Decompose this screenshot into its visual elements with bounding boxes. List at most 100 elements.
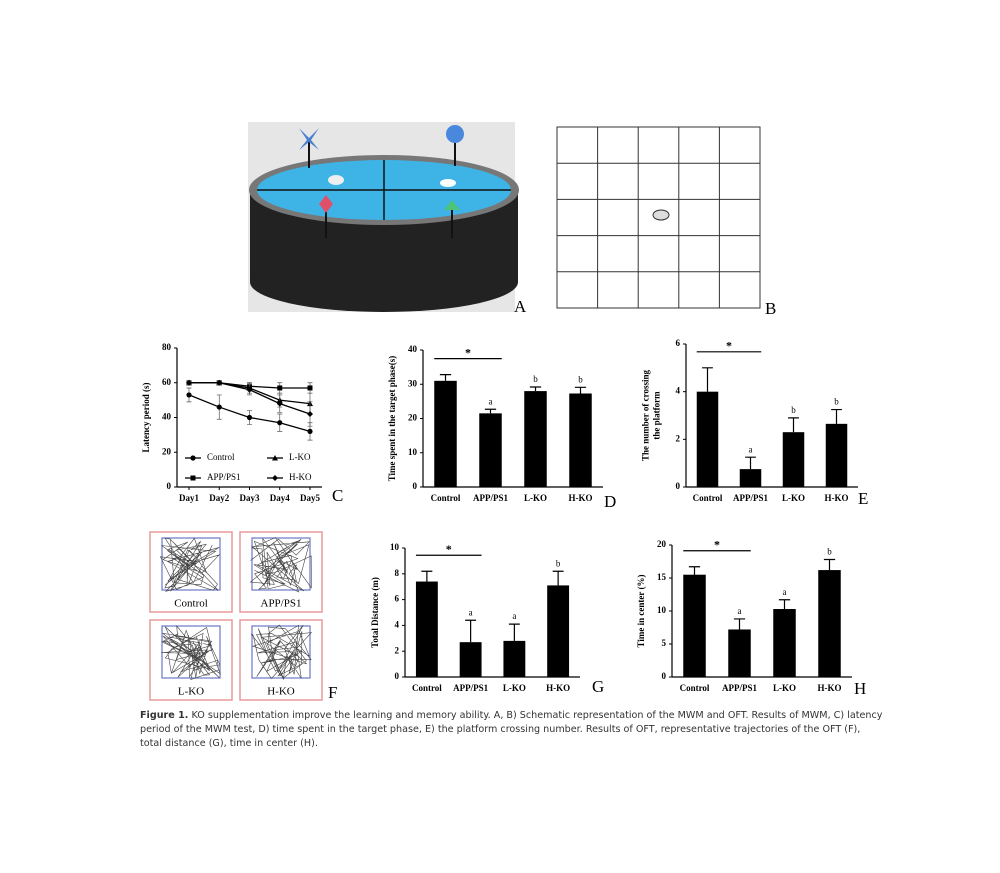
oft-label: L-KO bbox=[178, 686, 204, 698]
y-tick-label: 2 bbox=[395, 645, 400, 655]
x-tick-label: Day1 bbox=[179, 493, 199, 503]
marker bbox=[276, 400, 283, 407]
error-bar bbox=[688, 566, 701, 575]
y-tick-label: 0 bbox=[167, 481, 172, 491]
marker bbox=[186, 379, 192, 386]
bar bbox=[459, 642, 482, 677]
oft-label: H-KO bbox=[267, 686, 295, 698]
arena bbox=[251, 625, 311, 679]
x-tick-label: Day5 bbox=[300, 493, 320, 503]
arena bbox=[251, 537, 311, 591]
significance-label: b bbox=[556, 558, 561, 568]
y-tick-label: 4 bbox=[395, 619, 400, 629]
panel-letter: B bbox=[765, 299, 776, 318]
x-tick-label: Control bbox=[680, 683, 710, 693]
legend-marker bbox=[272, 455, 278, 461]
x-tick-label: Control bbox=[412, 683, 442, 693]
error-bar bbox=[702, 367, 713, 392]
bar bbox=[683, 574, 706, 677]
y-tick-label: 10 bbox=[408, 447, 418, 457]
y-tick-label: 6 bbox=[395, 594, 400, 604]
trajectory bbox=[159, 537, 221, 592]
x-tick-label: Day2 bbox=[209, 493, 229, 503]
marker bbox=[277, 385, 283, 391]
significance-label: a bbox=[512, 611, 516, 621]
legend-label: H-KO bbox=[289, 472, 312, 482]
bar bbox=[524, 391, 547, 487]
y-tick-label: 30 bbox=[408, 378, 418, 388]
bar bbox=[739, 469, 762, 487]
bar bbox=[415, 581, 438, 677]
y-tick-label: 10 bbox=[657, 605, 667, 615]
marker bbox=[186, 392, 192, 398]
y-tick-label: 5 bbox=[662, 638, 667, 648]
bar bbox=[818, 570, 841, 677]
y-axis-label: the platform bbox=[652, 391, 662, 440]
x-tick-label: H-KO bbox=[825, 493, 849, 503]
oft-box bbox=[239, 619, 323, 701]
y-tick-label: 40 bbox=[162, 412, 172, 422]
marker bbox=[307, 428, 313, 434]
panel-letter: F bbox=[328, 683, 337, 702]
significance-label: a bbox=[783, 587, 787, 597]
error-bar bbox=[745, 456, 756, 470]
significance-label: a bbox=[738, 606, 742, 616]
bar bbox=[547, 585, 570, 677]
legend-marker bbox=[190, 455, 196, 461]
y-axis-label: Latency period (s) bbox=[141, 383, 151, 453]
y-tick-label: 20 bbox=[657, 539, 667, 549]
bar bbox=[825, 423, 848, 487]
y-axis-label: Total Distance (m) bbox=[370, 577, 380, 648]
y-tick-label: 8 bbox=[395, 568, 400, 578]
significance-label: b bbox=[834, 397, 839, 407]
significance-star: * bbox=[726, 339, 732, 353]
significance-star: * bbox=[465, 345, 471, 359]
error-bar bbox=[788, 417, 799, 433]
error-bar bbox=[778, 599, 791, 610]
error-bar bbox=[552, 570, 564, 586]
x-tick-label: L-KO bbox=[773, 683, 796, 693]
error-bar bbox=[421, 570, 433, 582]
marker bbox=[307, 385, 313, 391]
y-tick-label: 60 bbox=[162, 377, 172, 387]
arena bbox=[161, 537, 221, 591]
x-tick-label: APP/PS1 bbox=[473, 493, 508, 503]
error-bar bbox=[823, 558, 836, 571]
bar bbox=[696, 391, 719, 487]
significance-label: b bbox=[827, 547, 832, 557]
marker bbox=[307, 411, 313, 418]
bar bbox=[728, 629, 751, 677]
x-tick-label: Control bbox=[431, 493, 461, 503]
bar bbox=[782, 432, 805, 487]
y-tick-label: 40 bbox=[408, 344, 418, 354]
marker bbox=[246, 414, 253, 421]
error-bar bbox=[574, 386, 587, 394]
y-tick-label: 0 bbox=[395, 671, 400, 681]
caption-label: Figure 1. bbox=[140, 710, 189, 721]
marker bbox=[246, 386, 253, 393]
trajectory bbox=[160, 625, 221, 680]
bar bbox=[503, 640, 526, 677]
significance-label: b bbox=[533, 374, 538, 384]
legend-label: APP/PS1 bbox=[207, 472, 241, 482]
bar bbox=[773, 609, 796, 677]
x-tick-label: H-KO bbox=[569, 493, 593, 503]
trajectory bbox=[250, 624, 313, 681]
x-tick-label: APP/PS1 bbox=[722, 683, 757, 693]
panel-letter: C bbox=[332, 486, 343, 505]
x-tick-label: APP/PS1 bbox=[453, 683, 488, 693]
x-tick-label: L-KO bbox=[782, 493, 805, 503]
trajectory bbox=[249, 537, 312, 593]
panel-letter: A bbox=[514, 297, 527, 316]
y-tick-label: 0 bbox=[413, 481, 418, 491]
error-bar bbox=[831, 408, 842, 424]
y-axis-label: Time in center (%) bbox=[636, 575, 646, 648]
bar bbox=[479, 413, 502, 487]
legend-marker bbox=[190, 475, 196, 481]
oft-box bbox=[149, 531, 233, 613]
marker bbox=[216, 404, 222, 410]
oft-label: Control bbox=[174, 598, 208, 610]
legend-label: L-KO bbox=[289, 452, 311, 462]
x-tick-label: Day4 bbox=[270, 493, 290, 503]
